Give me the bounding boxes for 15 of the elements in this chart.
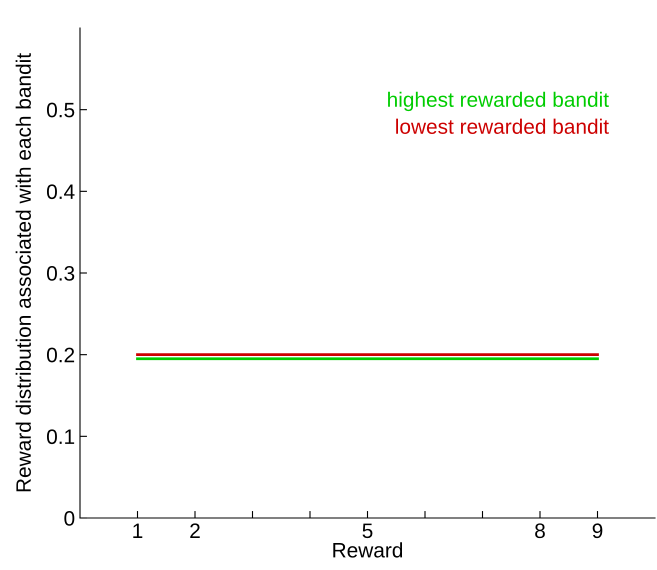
text: highest rewarded bandit: [388, 92, 609, 112]
x-tick-label: 9: [592, 523, 602, 538]
x-axis-title: Reward: [333, 542, 402, 558]
y-tick-label: 0.2: [46, 348, 74, 362]
y-axis-title: Reward distribution associated with each bandit: [16, 53, 31, 492]
y-tick-label: 0.3: [46, 266, 74, 281]
y-tick-label: 0.1: [46, 429, 74, 444]
text: lowest rewarded bandit: [396, 118, 609, 134]
y-tick-label: 0.4: [46, 184, 75, 200]
x-tick-label: 5: [362, 524, 372, 538]
x-tick-label: 2: [190, 523, 200, 538]
y-tick-label: 0.5: [46, 102, 74, 118]
x-tick-label: 8: [535, 523, 545, 538]
x-tick-label: 1: [133, 524, 142, 538]
y-tick-label: 0: [64, 511, 74, 526]
